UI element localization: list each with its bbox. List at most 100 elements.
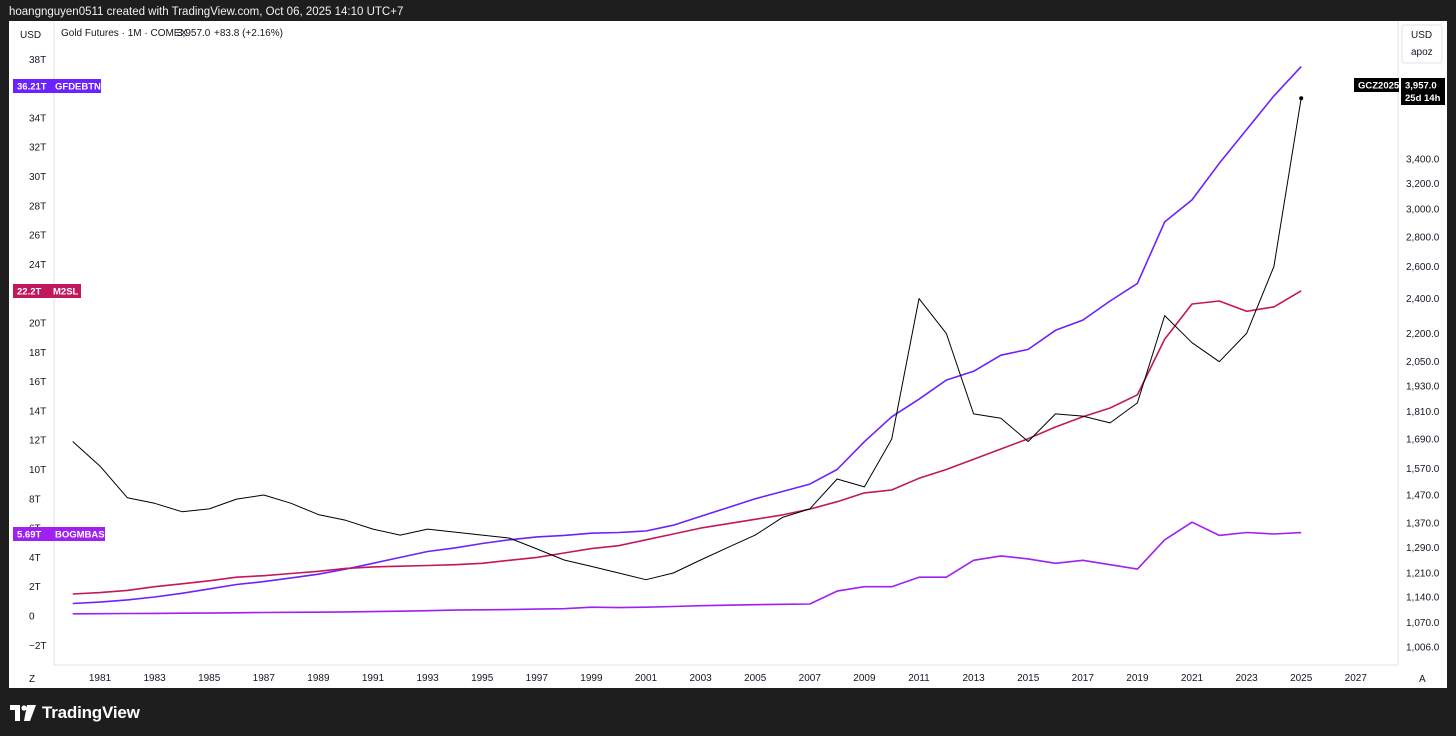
left-tick-label: 24T [29,260,46,271]
chart-area[interactable]: Gold Futures · 1M · COMEX 3,957.0 +83.8 … [9,21,1447,688]
tag-debt-value: 36.21T [17,82,47,93]
x-tick-label: 1987 [253,673,276,684]
series-line-bogmbase [72,521,1302,615]
x-tick-label: 2025 [1290,673,1313,684]
right-tick-label: 3,400.0 [1406,155,1440,166]
x-tick-label: 1981 [89,673,112,684]
tag-debt-name: GFDEBTN [55,82,101,93]
x-tick-label: 2007 [799,673,822,684]
tag-gold-value-bg [1401,78,1445,105]
left-tick-label: 30T [29,172,46,183]
x-tick-label: 1983 [143,673,166,684]
top-caption: hoangnguyen0511 created with TradingView… [9,6,404,18]
tag-gold-name: GCZ2025 [1358,81,1400,92]
x-tick-label: 1991 [362,673,385,684]
chart-svg[interactable]: Gold Futures · 1M · COMEX 3,957.0 +83.8 … [9,21,1447,688]
left-tick-label: 38T [29,55,46,66]
x-tick-label: 1989 [307,673,330,684]
x-tick-label: 2017 [1072,673,1095,684]
right-tick-label: 2,200.0 [1406,329,1440,340]
left-tick-label: 0 [29,612,35,623]
tag-gold: GCZ2025 3,957.0 25d 14h [1354,78,1445,105]
tag-debt-bg [13,79,101,93]
left-tick-label: 4T [29,553,41,564]
x-tick-label: 1985 [198,673,221,684]
series-line-gfdebtn [72,66,1302,605]
x-tick-label: 1995 [471,673,494,684]
right-tick-label: 3,200.0 [1406,179,1440,190]
tag-m2-name: M2SL [53,287,79,298]
x-tick-label: 2027 [1345,673,1368,684]
left-tick-label: 20T [29,319,46,330]
legend-price: 3,957.0 [177,28,211,39]
tag-m2: 22.2T M2SL [13,284,81,298]
tag-gold-name-bg [1354,78,1399,92]
x-tick-label: 2011 [908,673,930,684]
bottom-bar [0,688,1456,736]
left-tick-label: 10T [29,465,46,476]
left-tick-label: −2T [29,641,47,652]
left-tick-label: 18T [29,348,46,359]
right-tick-label: 2,600.0 [1406,262,1440,273]
right-tick-label: 1,290.0 [1406,543,1440,554]
left-scale-button[interactable]: Z [29,674,35,685]
right-tick-label: 1,570.0 [1406,464,1440,475]
x-tick-label: 1993 [416,673,439,684]
right-tick-label: 2,400.0 [1406,294,1440,305]
brand[interactable]: TradingView [10,701,140,725]
right-tick-label: 1,690.0 [1406,435,1440,446]
right-tick-label: 1,370.0 [1406,519,1440,530]
tradingview-logo-icon [10,705,36,721]
right-axis-currency: USD [1411,30,1432,41]
left-tick-label: 26T [29,231,46,242]
left-axis-ticks: 38T 34T 32T 30T 28T 26T 24T 20T 18T 16T 14T 12T 10T 8… [29,55,47,652]
x-tick-label: 1997 [526,673,549,684]
tag-m2-value: 22.2T [17,287,41,298]
right-tick-label: 1,930.0 [1406,381,1440,392]
left-tick-label: 8T [29,494,41,505]
series-line-gcz2025 [72,98,1302,581]
x-axis-ticks: 1981 1983 1985 1987 1989 1991 1993 1995 1997 1999… [89,673,1367,684]
tag-base-value: 5.69T [17,530,41,541]
x-tick-label: 2005 [744,673,767,684]
right-tick-label: 1,210.0 [1406,569,1440,580]
left-tick-label: 34T [29,113,46,124]
right-tick-label: 2,050.0 [1406,357,1440,368]
right-tick-label: 1,006.0 [1406,643,1440,654]
left-tick-label: 28T [29,201,46,212]
x-tick-label: 2009 [853,673,876,684]
left-axis-currency: USD [20,30,41,41]
x-tick-label: 2023 [1235,673,1258,684]
left-tick-label: 32T [29,143,46,154]
x-tick-label: 1999 [580,673,603,684]
x-tick-label: 2001 [635,673,658,684]
tag-gold-countdown: 25d 14h [1405,93,1441,104]
series-line-m2sl [72,290,1302,595]
legend-symbol: Gold Futures · 1M · COMEX [61,28,187,39]
x-tick-label: 2013 [962,673,985,684]
x-tick-label: 2015 [1017,673,1040,684]
legend-change: +83.8 (+2.16%) [214,28,283,39]
tag-base: 5.69T BOGMBASE [13,527,111,541]
right-tick-label: 1,070.0 [1406,618,1440,629]
x-tick-label: 2019 [1126,673,1149,684]
left-tick-label: 2T [29,582,41,593]
left-tick-label: 14T [29,406,46,417]
right-tick-label: 1,810.0 [1406,407,1440,418]
tag-gold-value: 3,957.0 [1405,81,1437,92]
brand-name: TradingView [42,703,140,722]
tag-m2-bg [13,284,81,298]
x-tick-label: 2021 [1181,673,1204,684]
left-tick-label: 12T [29,436,46,447]
tag-debt: 36.21T GFDEBTN [13,79,101,93]
x-tick-label: 2003 [689,673,712,684]
right-axis-currency-box[interactable] [1401,24,1443,64]
right-axis-mode: apoz [1411,47,1433,58]
tag-base-name: BOGMBASE [55,530,111,541]
gold-last-point [1299,96,1304,101]
tag-base-bg [13,527,105,541]
series-lines [72,66,1304,615]
right-scale-button[interactable]: A [1419,674,1426,685]
left-tick-label: 16T [29,377,46,388]
right-tick-label: 1,140.0 [1406,592,1440,603]
